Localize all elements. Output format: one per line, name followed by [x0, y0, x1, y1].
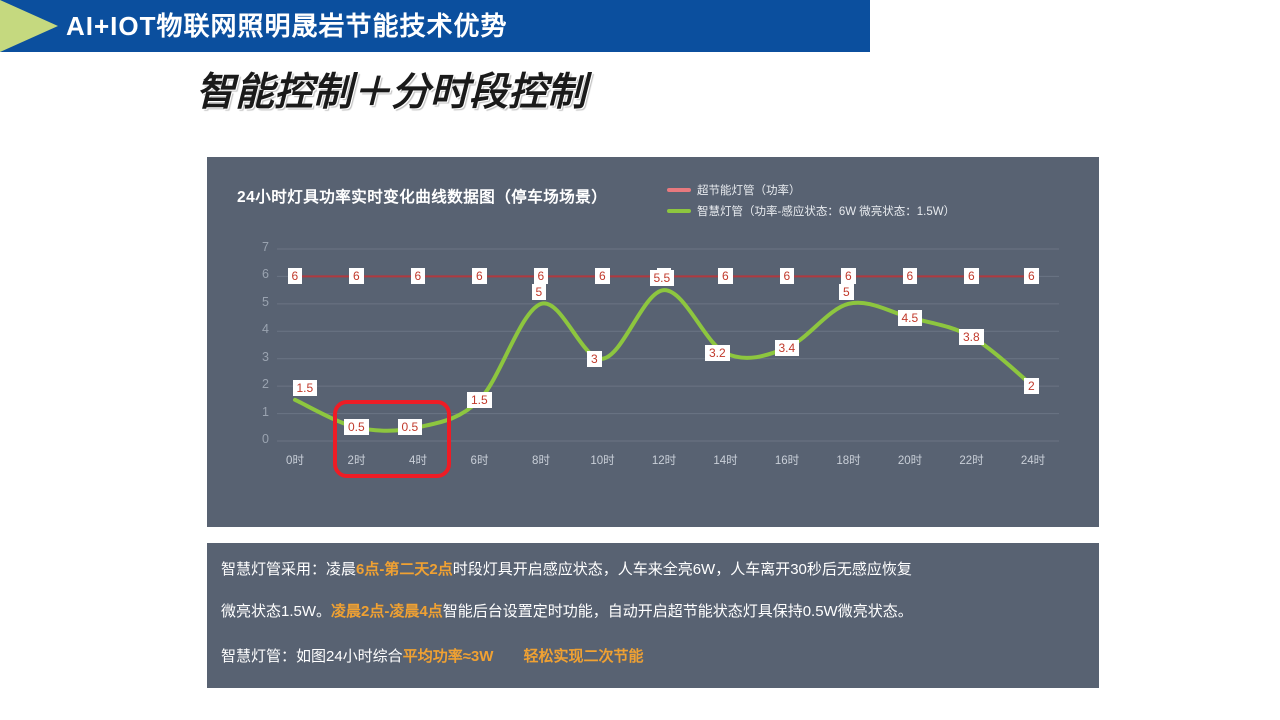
section-subtitle: 智能控制＋分时段控制 — [196, 71, 587, 114]
data-point-label: 1.5 — [467, 391, 492, 408]
note-panel: 智慧灯管采用：凌晨6点-第二天2点时段灯具开启感应状态，人车来全亮6W，人车离开… — [207, 543, 1099, 688]
x-axis-tick-label: 16时 — [774, 455, 800, 467]
data-point-label: 6 — [287, 268, 303, 285]
y-axis-tick-label: 3 — [262, 349, 269, 364]
chevron-right-arrow-icon — [0, 0, 58, 52]
x-axis-tick-label: 20时 — [897, 455, 923, 467]
data-point-label: 3.8 — [959, 328, 984, 345]
note-3-gap — [493, 648, 523, 665]
data-point-label: 6 — [472, 268, 487, 285]
page-title: AI+IOT物联网照明晟岩节能技术优势 — [66, 11, 508, 41]
note-3-highlight-1: 平均功率≈3W — [402, 648, 494, 665]
x-axis-tick-label: 14时 — [713, 455, 738, 467]
chart-legend: 超节能灯管（功率） 智慧灯管（功率-感应状态：6W 微亮状态：1.5W） — [667, 179, 1087, 221]
note-1-text-a: 智慧灯管采用：凌晨 — [221, 561, 357, 578]
x-axis-tick-label: 8时 — [532, 455, 550, 467]
note-3-text-a: 智慧灯管：如图24小时综合 — [221, 648, 403, 665]
note-2-text-b: 智能后台设置定时功能，自动开启超节能状态灯具保持0.5W微亮状态。 — [442, 603, 913, 620]
data-point-label: 6 — [349, 268, 364, 285]
y-axis-tick-label: 6 — [262, 267, 269, 282]
x-axis-tick-label: 6时 — [470, 455, 489, 467]
chart-panel: 24小时灯具功率实时变化曲线数据图（停车场场景） 超节能灯管（功率） 智慧灯管（… — [207, 157, 1099, 527]
data-point-label: 3.4 — [774, 339, 800, 356]
data-point-label: 6 — [533, 268, 549, 285]
x-axis-tick-label: 24时 — [1020, 455, 1046, 467]
x-axis-tick-label: 4时 — [409, 455, 427, 467]
data-point-label: 6 — [902, 268, 918, 285]
note-line-1: 智慧灯管采用：凌晨6点-第二天2点时段灯具开启感应状态，人车来全亮6W，人车离开… — [221, 559, 912, 581]
data-point-label: 5 — [531, 283, 547, 300]
data-point-label: 6 — [964, 268, 979, 285]
note-1-text-b: 时段灯具开启感应状态，人车来全亮6W，人车离开30秒后无感应恢复 — [452, 561, 912, 578]
data-point-label: 5 — [839, 283, 854, 300]
legend-label: 智慧灯管（功率-感应状态：6W 微亮状态：1.5W） — [697, 205, 956, 218]
legend-item-0: 超节能灯管（功率） — [667, 179, 1087, 200]
x-axis-tick-label: 18时 — [836, 455, 861, 467]
note-2-text-a: 微亮状态1.5W。 — [221, 603, 332, 620]
data-point-label: 6 — [410, 268, 426, 285]
data-point-label: 1.5 — [292, 379, 318, 396]
x-axis-tick-label: 22时 — [959, 455, 984, 467]
y-axis-tick-label: 2 — [262, 377, 269, 392]
data-point-label: 3 — [587, 350, 602, 367]
data-point-label: 6 — [1024, 268, 1039, 285]
data-point-label: 4.5 — [897, 309, 923, 326]
x-axis-tick-label: 0时 — [286, 455, 304, 467]
line-chart-plot: 0 1 2 3 4 5 6 7 0时 2时 4时 6时 8时 10时 12时 14时 16时 18时 20时 22时 2… — [207, 157, 1099, 527]
legend-label: 超节能灯管（功率） — [697, 184, 801, 197]
note-1-highlight: 6点-第二天2点 — [356, 561, 453, 578]
note-line-2: 微亮状态1.5W。凌晨2点-凌晨4点智能后台设置定时功能，自动开启超节能状态灯具… — [221, 601, 913, 623]
x-axis-tick-label: 12时 — [651, 455, 677, 467]
data-point-label: 0.5 — [344, 419, 369, 436]
y-axis-tick-label: 0 — [262, 432, 269, 446]
data-point-label: 3.2 — [705, 345, 730, 362]
y-axis-tick-label: 4 — [262, 322, 269, 337]
y-axis-tick-label: 5 — [262, 294, 269, 309]
x-axis-tick-label: 2时 — [347, 455, 366, 467]
highlight-annotation-box — [333, 400, 451, 478]
logo-panel: 晟岩节能 STRLMNG® 强流明照明 — [870, 0, 1280, 52]
data-point-label: 5.5 — [649, 270, 675, 287]
y-axis-tick-label: 7 — [262, 240, 269, 254]
legend-item-1: 智慧灯管（功率-感应状态：6W 微亮状态：1.5W） — [667, 200, 1087, 221]
data-point-label: 6 — [718, 268, 733, 285]
data-point-label: 6 — [779, 268, 795, 285]
x-axis-tick-label: 10时 — [590, 455, 615, 467]
data-point-label: 2 — [1024, 378, 1039, 395]
data-point-label: 0.5 — [397, 419, 423, 436]
data-point-label: 6 — [595, 268, 610, 285]
note-2-highlight: 凌晨2点-凌晨4点 — [331, 603, 443, 620]
legend-swatch-icon — [667, 187, 691, 192]
legend-swatch-icon — [667, 208, 691, 213]
data-point-label: 6 — [841, 268, 856, 285]
y-axis-tick-label: 1 — [262, 404, 269, 419]
note-3-highlight-2: 轻松实现二次节能 — [523, 648, 644, 665]
note-line-3: 智慧灯管：如图24小时综合平均功率≈3W 轻松实现二次节能 — [221, 646, 643, 668]
chart-title: 24小时灯具功率实时变化曲线数据图（停车场场景） — [237, 189, 608, 206]
